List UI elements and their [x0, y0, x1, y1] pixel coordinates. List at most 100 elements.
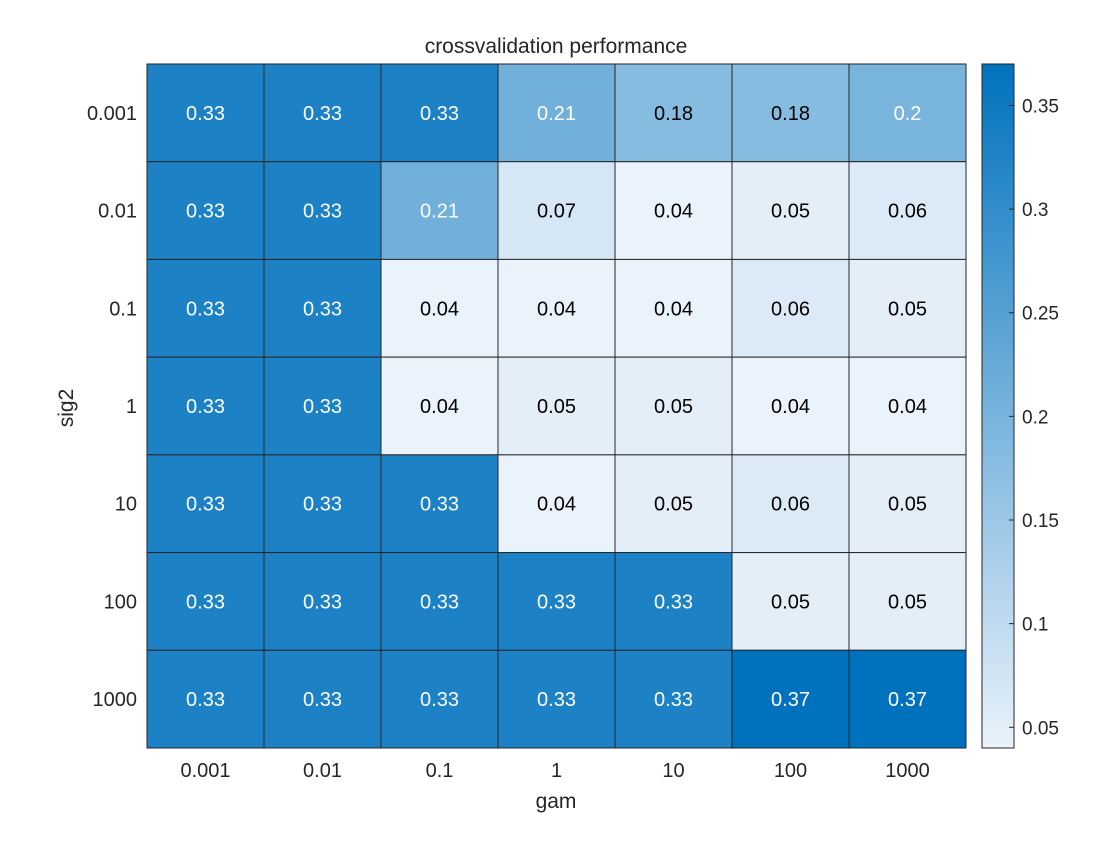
- colorbar-tick-label: 0.25: [1022, 304, 1059, 325]
- cell-value-label: 0.33: [303, 201, 342, 223]
- cell-value-label: 0.04: [654, 298, 693, 320]
- colorbar-tick-label: 0.1: [1022, 615, 1048, 636]
- heatmap-cell: [497, 63, 616, 163]
- cell-value-label: 0.33: [303, 298, 342, 320]
- y-tick-labels: 0.001 0.01 0.1 1 10 100 1000: [87, 103, 137, 711]
- cell-value-label: 0.05: [537, 396, 576, 418]
- colorbar-tick-label: 0.3: [1022, 200, 1048, 221]
- heatmap-cell: [263, 63, 382, 163]
- cell-value-label: 0.18: [771, 103, 810, 125]
- cell-value-label: 0.06: [771, 494, 810, 516]
- x-tick-label: 1: [551, 760, 562, 782]
- heatmap-cell: [146, 649, 265, 749]
- x-tick-label: 0.01: [303, 760, 342, 782]
- cell-value-label: 0.33: [537, 689, 576, 711]
- heatmap-cell: [497, 649, 616, 749]
- heatmap-cell: [614, 649, 733, 749]
- colorbar-ticks: 0.05 0.1 0.15 0.2 0.25 0.3 0.35: [1009, 96, 1059, 739]
- heatmap-cell: [614, 63, 733, 163]
- colorbar-gradient: [981, 63, 1015, 749]
- cell-value-label: 0.37: [771, 689, 810, 711]
- cell-value-label: 0.33: [186, 103, 225, 125]
- cell-value-label: 0.2: [894, 103, 922, 125]
- cell-value-label: 0.33: [186, 396, 225, 418]
- heatmap-cell: [731, 63, 850, 163]
- cell-value-label: 0.33: [537, 591, 576, 613]
- cell-value-label: 0.06: [771, 298, 810, 320]
- y-tick-label: 1: [126, 396, 137, 418]
- heatmap-cell: [146, 161, 265, 260]
- heatmap-cell: [497, 356, 616, 456]
- cell-value-label: 0.07: [537, 201, 576, 223]
- cell-value-label: 0.18: [654, 103, 693, 125]
- heatmap-cell: [848, 649, 967, 749]
- x-tick-label: 10: [662, 760, 684, 782]
- x-tick-labels: 0.001 0.01 0.1 1 10 100 1000: [180, 760, 929, 782]
- heatmap-cell: [848, 258, 967, 358]
- cell-value-label: 0.33: [303, 591, 342, 613]
- cell-value-label: 0.33: [420, 591, 459, 613]
- cell-value-label: 0.06: [888, 201, 927, 223]
- cell-value-label: 0.04: [537, 494, 576, 516]
- cell-value-label: 0.04: [771, 396, 810, 418]
- heatmap-cell: [731, 258, 850, 358]
- cell-value-label: 0.05: [654, 396, 693, 418]
- x-axis-label: gam: [536, 790, 577, 813]
- heatmap-cell: [497, 552, 616, 651]
- cell-value-label: 0.33: [186, 689, 225, 711]
- cell-value-label: 0.04: [420, 396, 459, 418]
- heatmap-cell: [146, 552, 265, 651]
- y-tick-label: 100: [104, 591, 137, 613]
- cell-value-label: 0.37: [888, 689, 927, 711]
- heatmap-cell: [614, 552, 733, 651]
- cell-value-label: 0.05: [888, 298, 927, 320]
- cell-value-label: 0.33: [420, 689, 459, 711]
- cell-value-label: 0.05: [888, 494, 927, 516]
- heatmap-cell: [146, 63, 265, 163]
- heatmap-cell: [263, 258, 382, 358]
- heatmap-cell: [614, 161, 733, 260]
- y-axis-label: sig2: [55, 389, 78, 428]
- cell-value-label: 0.05: [888, 591, 927, 613]
- x-tick-label: 100: [774, 760, 807, 782]
- cell-value-label: 0.04: [537, 298, 576, 320]
- heatmap-cell: [146, 258, 265, 358]
- heatmap-cell: [146, 356, 265, 456]
- cell-value-label: 0.33: [186, 494, 225, 516]
- cell-value-label: 0.04: [420, 298, 459, 320]
- y-tick-label: 10: [115, 494, 137, 516]
- x-tick-label: 1000: [885, 760, 930, 782]
- heatmap-cell: [380, 258, 499, 358]
- cell-value-label: 0.33: [420, 494, 459, 516]
- colorbar: 0.05 0.1 0.15 0.2 0.25 0.3 0.35: [981, 63, 1059, 749]
- cell-value-label: 0.05: [771, 591, 810, 613]
- cell-value-label: 0.04: [888, 396, 927, 418]
- heatmap-cell: [380, 454, 499, 554]
- cell-value-label: 0.21: [420, 201, 459, 223]
- heatmap-cell: [263, 552, 382, 651]
- cell-value-label: 0.33: [303, 103, 342, 125]
- heatmap-cell: [497, 258, 616, 358]
- cell-value-label: 0.04: [654, 201, 693, 223]
- heatmap-cell: [146, 454, 265, 554]
- heatmap-cell: [731, 161, 850, 260]
- heatmap-cell: [380, 63, 499, 163]
- heatmap-cell: [380, 161, 499, 260]
- cell-value-label: 0.05: [654, 494, 693, 516]
- heatmap-cell: [848, 552, 967, 651]
- heatmap-cell: [848, 161, 967, 260]
- cell-value-label: 0.33: [420, 103, 459, 125]
- y-tick-label: 0.01: [98, 201, 137, 223]
- heatmap-cell: [848, 454, 967, 554]
- y-tick-label: 1000: [93, 689, 138, 711]
- heatmap-cell: [731, 649, 850, 749]
- cell-value-label: 0.33: [303, 494, 342, 516]
- cell-value-label: 0.33: [303, 689, 342, 711]
- cell-value-label: 0.33: [303, 396, 342, 418]
- chart-title: crossvalidation performance: [425, 35, 688, 58]
- x-tick-label: 0.001: [180, 760, 230, 782]
- cell-value-label: 0.05: [771, 201, 810, 223]
- heatmap-cell: [380, 649, 499, 749]
